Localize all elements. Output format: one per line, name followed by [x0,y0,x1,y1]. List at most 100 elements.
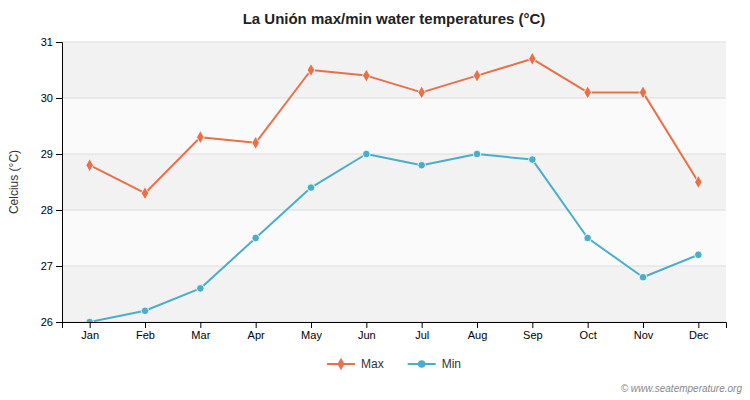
x-tick-mark [145,322,146,328]
series-marker [695,175,703,188]
x-tick-label: Apr [248,329,265,341]
series-line [90,59,699,193]
x-tick-mark [90,322,91,328]
y-tick: 31 [41,36,62,48]
x-tick: Dec [689,322,709,341]
series-marker [695,251,703,259]
x-tick-mark [643,322,644,328]
x-tick-mark [588,322,589,328]
series-marker [197,285,205,293]
series-marker [639,273,647,281]
y-tick-label: 27 [41,260,53,272]
x-tick-mark [256,322,257,328]
series-marker [141,307,149,315]
x-tick-mark [698,322,699,328]
x-tick-mark [532,322,533,328]
x-tick-label: Sep [523,329,543,341]
x-tick-mark [311,322,312,328]
grid-band [62,98,726,154]
series-line [90,154,699,322]
legend-item: Max [327,357,384,371]
grid-band [62,210,726,266]
y-axis-line [56,43,63,323]
y-tick: 26 [41,316,62,328]
x-tick: Sep [523,322,543,341]
x-tick-mark [422,322,423,328]
y-tick-mark [56,42,62,43]
series-marker [86,159,94,172]
x-tick: Aug [468,322,488,341]
y-tick: 27 [41,260,62,272]
grid-line [62,42,726,43]
x-tick-label: Jan [81,329,99,341]
grid-band [62,154,726,210]
x-tick-label: May [301,329,322,341]
y-tick-label: 30 [41,92,53,104]
series-marker [529,156,537,164]
series-marker [86,318,94,322]
series-marker [584,234,592,242]
y-tick: 28 [41,204,62,216]
series [86,52,702,200]
series-group [86,52,702,322]
series-marker [639,86,647,99]
x-tick-label: Dec [689,329,709,341]
grid [62,42,726,322]
series-marker [363,150,371,158]
series-marker [141,187,149,200]
x-tick-mark [366,322,367,328]
x-tick-mark [477,322,478,328]
y-tick-label: 31 [41,36,53,48]
series-marker [418,161,426,169]
plot: Jan Feb Mar Apr May Jun Jul Aug Sep Oct Nov Dec 26 27… [41,36,727,341]
y-tick: 30 [41,92,62,104]
x-tick: Jan [81,322,99,341]
series-marker [529,52,537,65]
legend: Max Min [327,357,461,371]
y-tick-mark [56,210,62,211]
series-marker [473,69,481,82]
annotation: © www.seatemperature.org [621,383,743,394]
legend-marker [418,360,426,368]
y-tick-mark [56,98,62,99]
y-axis: 26 27 28 29 30 31 [41,36,63,328]
x-tick: Mar [191,322,210,341]
chart: Jan Feb Mar Apr May Jun Jul Aug Sep Oct Nov Dec 26 27… [0,0,750,400]
series-marker [307,184,315,192]
x-tick-label: Aug [468,329,488,341]
x-tick-label: Oct [580,329,597,341]
grid-band [62,266,726,322]
x-tick: Feb [136,322,155,341]
y-tick-label: 28 [41,204,53,216]
title: La Unión max/min water temperatures (°C) [243,10,546,27]
series-marker [252,234,260,242]
series-marker [473,150,481,158]
series-marker [363,69,371,82]
grid-line [62,210,726,211]
y-tick-label: 26 [41,316,53,328]
grid-line [62,98,726,99]
y-axis-title: Celcius (°C) [7,150,21,214]
y-tick-mark [56,322,62,323]
y-tick-mark [56,266,62,267]
x-tick: Oct [580,322,597,341]
y-tick: 29 [41,148,62,160]
series-marker [197,131,205,144]
x-tick: Jun [358,322,376,341]
y-tick-mark [56,154,62,155]
x-tick-label: Jul [415,329,429,341]
legend-item: Min [408,357,461,371]
x-tick: Nov [634,322,654,341]
series-marker [584,86,592,99]
x-axis-line [63,323,727,329]
legend-label: Min [442,357,461,371]
grid-band [62,42,726,98]
series-marker [418,86,426,99]
legend-label: Max [361,357,384,371]
x-tick-label: Feb [136,329,155,341]
x-tick: Jul [415,322,429,341]
x-tick-label: Mar [191,329,210,341]
x-tick: May [301,322,322,341]
series-marker [307,63,315,76]
grid-line [62,154,726,155]
